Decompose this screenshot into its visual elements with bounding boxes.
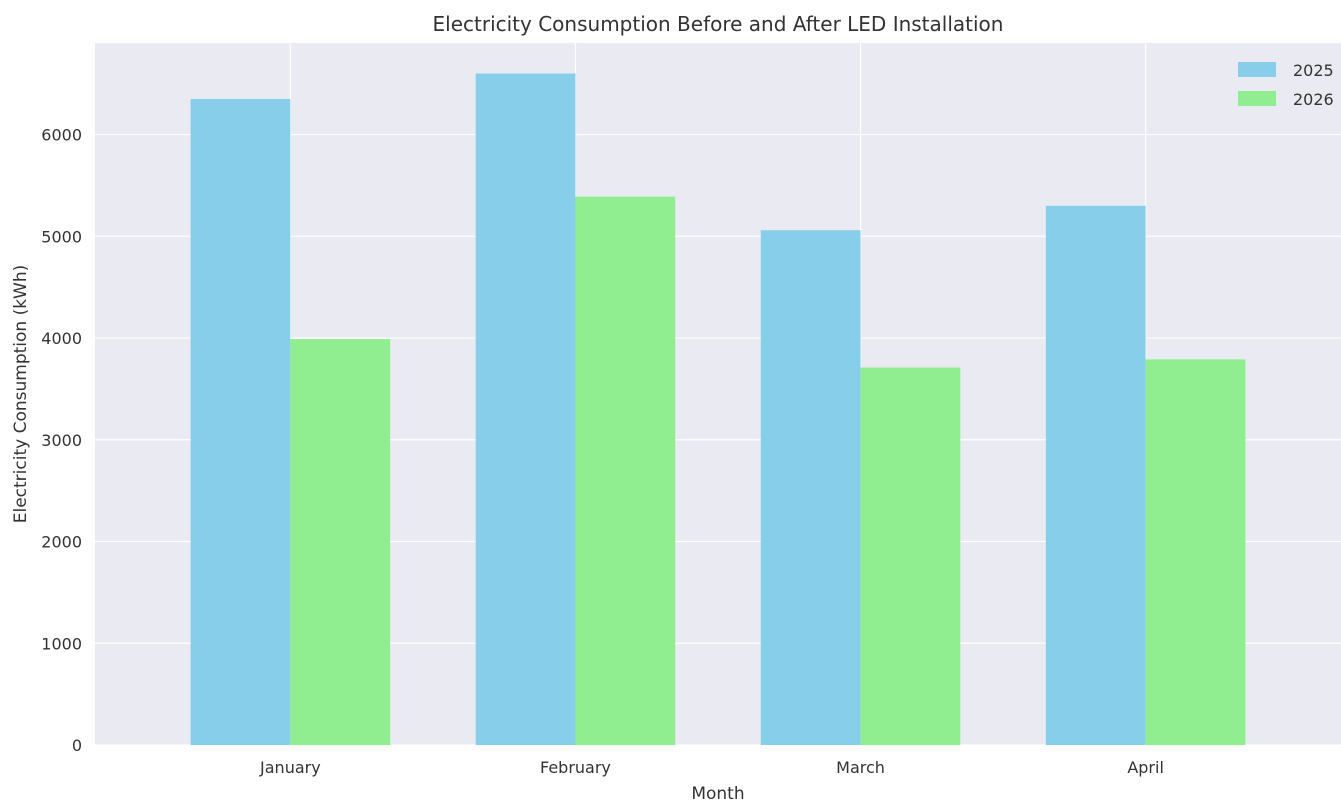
bar-2026-april xyxy=(1145,359,1246,745)
y-tick-label: 0 xyxy=(72,736,82,755)
legend-label: 2025 xyxy=(1293,61,1334,80)
y-tick-label: 5000 xyxy=(41,227,82,246)
x-tick-label: January xyxy=(259,758,321,777)
legend-item-2025: 2025 xyxy=(1238,61,1334,80)
x-axis-label: Month xyxy=(691,784,744,802)
x-tick-label: February xyxy=(540,758,611,777)
x-tick-labels: January February March April xyxy=(259,758,1164,777)
bar-2025-march xyxy=(760,230,861,745)
x-tick-label: March xyxy=(836,758,885,777)
y-tick-label: 2000 xyxy=(41,533,82,552)
y-tick-labels: 0 1000 2000 3000 4000 5000 6000 xyxy=(41,126,82,755)
legend-swatch xyxy=(1238,62,1276,77)
y-tick-label: 4000 xyxy=(41,329,82,348)
bar-2026-march xyxy=(860,367,961,745)
bars xyxy=(190,73,1246,746)
y-tick-label: 6000 xyxy=(41,126,82,145)
y-axis-label: Electricity Consumption (kWh) xyxy=(11,265,31,524)
bar-2025-january xyxy=(190,98,291,745)
legend-item-2026: 2026 xyxy=(1238,90,1334,109)
legend: 2025 2026 xyxy=(1238,61,1334,109)
legend-label: 2026 xyxy=(1293,90,1334,109)
bar-2026-february xyxy=(575,196,676,745)
bar-2025-february xyxy=(475,73,576,746)
bar-2025-april xyxy=(1045,205,1146,746)
y-tick-label: 1000 xyxy=(41,634,82,653)
chart-title: Electricity Consumption Before and After… xyxy=(433,12,1004,36)
bar-2026-january xyxy=(290,339,391,745)
y-tick-label: 3000 xyxy=(41,431,82,450)
x-tick-label: April xyxy=(1127,758,1164,777)
legend-swatch xyxy=(1238,91,1276,106)
